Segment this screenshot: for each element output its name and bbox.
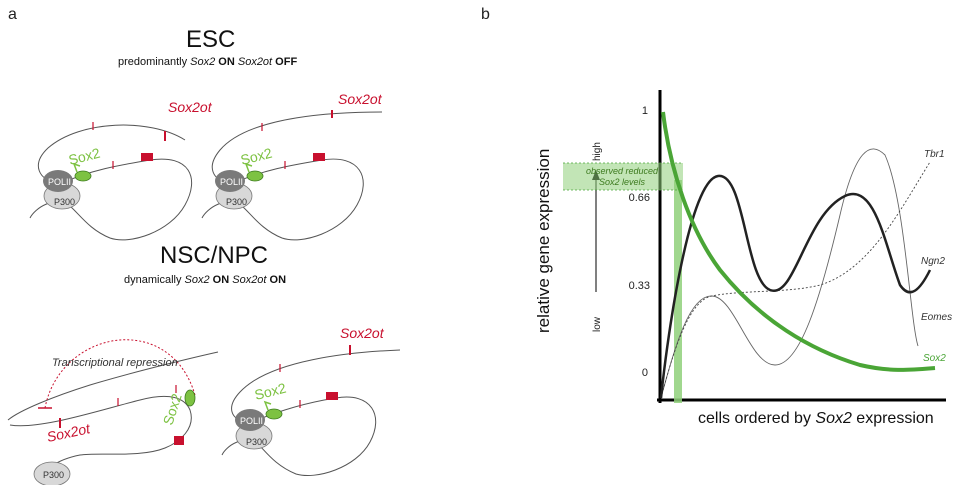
ytick-label: 0.66 [629,192,650,204]
x-axis-label-p2: expression [852,410,934,427]
panel-b-chart: 1 0.66 0.33 0 relative gene expression l… [534,90,952,427]
polii-label: POLII [240,416,263,426]
esc-subtitle-p4: OFF [272,56,298,68]
transcript-arrow [72,162,81,173]
sox2-curve [661,111,936,372]
y-arrow-low: low [592,316,603,332]
eomes-label: Eomes [921,312,952,323]
p300-label: P300 [43,470,64,480]
sox2-highlight-vertical [674,180,682,403]
sox2-gene [265,408,283,420]
panel-a-letter: a [8,6,17,23]
sox2-gene [246,170,264,182]
nsc-subtitle-p3: Sox2ot [232,274,267,286]
dna-strand [9,395,192,481]
nsc-subtitle-p0: dynamically [124,274,185,286]
repression-arc [44,339,196,409]
p300-blob [33,461,71,485]
ytick-label: 0 [642,367,648,379]
x-axis-label-p0: cells ordered by [698,410,815,427]
dna-strand [211,111,383,184]
enhancer-block [174,436,184,445]
dna-strand [231,349,401,423]
nsc-subtitle: dynamically Sox2 ON Sox2ot ON [124,274,286,286]
y-arrow-high: high [592,142,603,161]
dna-strand [37,124,186,184]
panel-a-diagram: Sox2ot Sox2 POLII P300 Sox2ot Sox2 POLII… [7,91,401,485]
esc-subtitle-p2: ON [215,56,238,68]
y-axis-label: relative gene expression [534,149,553,333]
nsc-subtitle-p4: ON [266,274,287,286]
annotation-line-2: Sox2 levels [599,177,646,187]
sox2-label: Sox2 [239,145,274,168]
x-axis-label-p1: Sox2 [815,410,852,427]
transcript-arrow [244,162,253,173]
enhancer-block [326,392,338,400]
esc-subtitle-p1: Sox2 [190,56,216,68]
transcript-arrow [263,400,272,411]
nsc-subtitle-p1: Sox2 [184,274,210,286]
esc-subtitle-p0: predominantly [118,56,191,68]
tbr1-label: Tbr1 [924,149,945,160]
sox2-series-label: Sox2 [923,353,946,364]
sox2-label: Sox2 [160,391,185,426]
sox2ot-label: Sox2ot [168,99,213,115]
nsc-loop-2: Sox2ot Sox2 POLII P300 [221,325,401,476]
nsc-loop-1: P300 Transcriptional repression Sox2ot S… [7,339,219,485]
polii-label: POLII [220,177,243,187]
x-axis-label: cells ordered by Sox2 expression [698,410,934,427]
esc-loop-1: Sox2ot Sox2 POLII P300 [29,99,213,241]
sox2-label: Sox2 [253,380,288,403]
polii-blob [43,170,73,192]
enhancer-block [141,153,153,161]
polii-label: POLII [48,177,71,187]
annotation-line-1: observed reduced [586,166,659,176]
p300-label: P300 [226,197,247,207]
p300-label: P300 [54,197,75,207]
sox2-highlight-box [563,163,683,190]
sox2ot-label: Sox2ot [338,91,383,107]
sox2-gene [184,389,196,407]
dna-strand [7,351,219,421]
ngn2-label: Ngn2 [921,256,945,267]
sox2ot-label: Sox2ot [340,325,385,341]
esc-subtitle: predominantly Sox2 ON Sox2ot OFF [118,56,297,68]
nsc-subtitle-p2: ON [209,274,233,286]
ytick-label: 1 [642,105,648,117]
repression-label: Transcriptional repression [52,357,178,369]
sox2ot-label: Sox2ot [45,420,92,445]
polii-blob [215,170,245,192]
panel-b-letter: b [481,6,490,23]
esc-loop-2: Sox2ot Sox2 POLII P300 [201,91,383,241]
eomes-curve [660,148,919,399]
polii-blob [235,409,265,431]
sox2-label: Sox2 [67,145,102,168]
sox2-gene [74,170,92,182]
nsc-title: NSC/NPC [160,242,269,269]
esc-title: ESC [186,26,236,53]
ytick-label: 0.33 [629,280,650,292]
esc-subtitle-p3: Sox2ot [237,56,273,68]
ngn2-curve [659,174,932,399]
p300-label: P300 [246,437,267,447]
enhancer-block [313,153,325,161]
